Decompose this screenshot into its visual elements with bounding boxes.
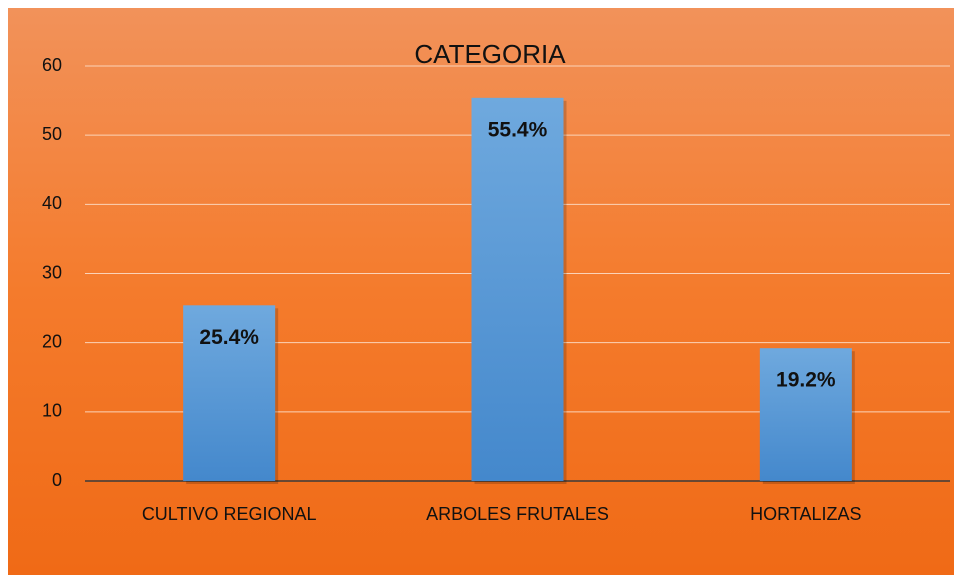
y-tick-label: 40 [42, 193, 62, 213]
y-tick-label: 10 [42, 401, 62, 421]
data-label: 19.2% [776, 369, 836, 392]
y-tick-label: 20 [42, 331, 62, 351]
x-tick-label: ARBOLES FRUTALES [426, 504, 609, 524]
x-tick-label: HORTALIZAS [750, 504, 861, 524]
y-tick-label: 50 [42, 124, 62, 144]
bar [471, 97, 564, 482]
bar [759, 348, 852, 481]
y-tick-label: 30 [42, 262, 62, 282]
chart-title: CATEGORIA [414, 39, 566, 69]
y-tick-label: 60 [42, 55, 62, 75]
y-tick-label: 0 [52, 470, 62, 490]
data-label: 25.4% [199, 326, 259, 349]
data-label: 55.4% [488, 118, 548, 141]
bar [183, 305, 276, 481]
x-tick-label: CULTIVO REGIONAL [142, 504, 317, 524]
